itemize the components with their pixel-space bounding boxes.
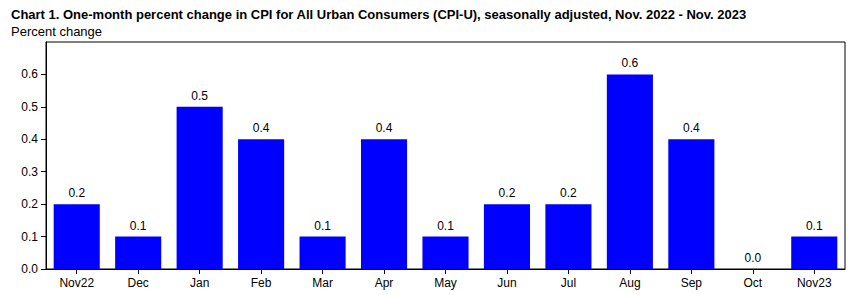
svg-text:Aug: Aug: [619, 276, 640, 290]
svg-text:Nov22: Nov22: [59, 276, 94, 290]
svg-text:0.5: 0.5: [21, 100, 38, 114]
svg-text:Jun: Jun: [497, 276, 516, 290]
svg-text:0.3: 0.3: [21, 165, 38, 179]
svg-text:0.4: 0.4: [376, 121, 393, 135]
svg-text:0.2: 0.2: [560, 186, 577, 200]
svg-text:0.1: 0.1: [437, 219, 454, 233]
svg-text:0.2: 0.2: [68, 186, 85, 200]
svg-text:Jan: Jan: [190, 276, 209, 290]
svg-text:May: May: [434, 276, 457, 290]
svg-text:0.2: 0.2: [21, 197, 38, 211]
svg-text:Mar: Mar: [312, 276, 333, 290]
svg-text:Sep: Sep: [681, 276, 703, 290]
svg-text:0.2: 0.2: [499, 186, 516, 200]
svg-text:Dec: Dec: [128, 276, 149, 290]
svg-text:0.4: 0.4: [683, 121, 700, 135]
svg-text:0.4: 0.4: [253, 121, 270, 135]
svg-text:Feb: Feb: [251, 276, 272, 290]
svg-text:Apr: Apr: [375, 276, 394, 290]
svg-text:Chart 1. One-month percent cha: Chart 1. One-month percent change in CPI…: [11, 7, 746, 22]
svg-text:0.1: 0.1: [21, 230, 38, 244]
svg-text:0.1: 0.1: [130, 219, 147, 233]
svg-text:0.0: 0.0: [21, 262, 38, 276]
svg-text:Percent change: Percent change: [11, 24, 102, 39]
svg-text:0.4: 0.4: [21, 132, 38, 146]
svg-text:0.0: 0.0: [744, 251, 761, 265]
svg-text:0.6: 0.6: [622, 56, 639, 70]
svg-text:0.1: 0.1: [806, 219, 823, 233]
svg-text:0.6: 0.6: [21, 67, 38, 81]
svg-text:Nov23: Nov23: [797, 276, 832, 290]
svg-text:0.5: 0.5: [191, 89, 208, 103]
svg-text:0.1: 0.1: [314, 219, 331, 233]
svg-text:Jul: Jul: [561, 276, 576, 290]
svg-text:Oct: Oct: [743, 276, 762, 290]
